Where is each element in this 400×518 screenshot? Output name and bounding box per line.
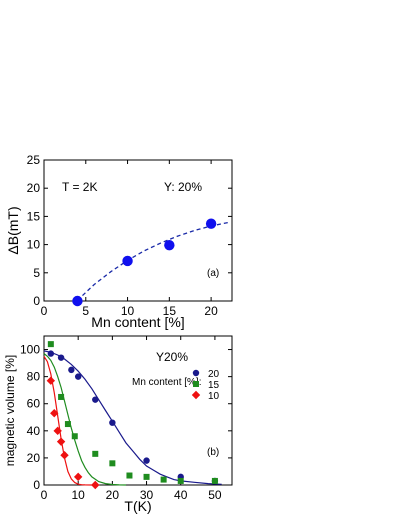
legend-label-20: 20 bbox=[208, 369, 220, 380]
x-tick-label: 40 bbox=[174, 488, 188, 502]
panel-a-x-ticks: 0 5 10 15 20 bbox=[41, 160, 218, 318]
data-point-15 bbox=[160, 476, 167, 483]
data-point-10 bbox=[73, 472, 83, 482]
panel-b-x-axis-label: T(K) bbox=[124, 498, 151, 514]
data-point-10 bbox=[50, 409, 59, 418]
data-point-15 bbox=[126, 472, 133, 479]
panel-a-y-axis-label: ΔB(mT) bbox=[5, 206, 21, 254]
data-point bbox=[122, 255, 133, 267]
data-point bbox=[164, 239, 175, 251]
y-tick-label: 40 bbox=[27, 424, 41, 438]
x-tick-label: 20 bbox=[106, 488, 120, 502]
x-tick-label: 10 bbox=[121, 304, 135, 318]
y-tick-label: 25 bbox=[27, 153, 41, 167]
data-point-20 bbox=[143, 457, 150, 464]
data-point-10 bbox=[53, 426, 62, 436]
data-point-15 bbox=[211, 477, 218, 484]
y-tick-label: 60 bbox=[27, 397, 41, 411]
data-point-20 bbox=[74, 373, 82, 380]
panel-a-x-axis-label: Mn content [%] bbox=[91, 314, 184, 330]
data-point-15 bbox=[92, 450, 99, 457]
panel-b: 0 10 20 30 40 50 0 20 40 60 80 100 Y20% Mn content… bbox=[3, 335, 233, 514]
y-tick-label: 10 bbox=[27, 238, 41, 252]
data-point bbox=[205, 218, 217, 229]
x-tick-label: 0 bbox=[41, 304, 48, 318]
panel-a-label: (a) bbox=[207, 268, 219, 279]
legend-marker-10 bbox=[191, 390, 201, 400]
panel-b-y-ticks: 0 20 40 60 80 100 bbox=[20, 343, 232, 492]
data-point-15 bbox=[177, 477, 184, 484]
data-point-15 bbox=[109, 460, 116, 467]
panel-b-plot-frame bbox=[43, 335, 233, 486]
data-point-20 bbox=[47, 350, 55, 357]
x-tick-label: 5 bbox=[82, 304, 89, 318]
x-tick-label: 10 bbox=[72, 488, 86, 502]
y-tick-label: 0 bbox=[33, 478, 40, 492]
legend-label-10: 10 bbox=[208, 391, 220, 402]
data-point-15 bbox=[71, 433, 78, 440]
legend-marker-15 bbox=[193, 381, 199, 387]
panel-a-plot-frame bbox=[43, 159, 233, 302]
y-tick-label: 5 bbox=[33, 266, 40, 280]
x-tick-label: 0 bbox=[41, 488, 48, 502]
legend-marker-20 bbox=[192, 369, 200, 377]
data-point-15 bbox=[143, 473, 150, 480]
panel-b-label: (b) bbox=[207, 447, 219, 458]
data-point-10 bbox=[56, 437, 66, 446]
panel-a: 0 5 10 15 20 0 5 10 15 20 25 T = 2K Y: 20% (a) Mn… bbox=[5, 153, 233, 330]
fit-curve-15 bbox=[43, 353, 127, 486]
y-tick-label: 20 bbox=[27, 181, 41, 195]
data-point-15 bbox=[64, 421, 71, 428]
panel-a-data-points bbox=[72, 218, 217, 307]
data-point-10 bbox=[46, 376, 56, 385]
x-tick-label: 20 bbox=[204, 304, 218, 318]
data-point-20 bbox=[57, 354, 65, 361]
panel-b-legend-title: Mn content [%]: bbox=[132, 377, 201, 388]
data-point-20 bbox=[92, 396, 99, 403]
data-point-10 bbox=[60, 451, 69, 460]
panel-b-x-ticks: 0 10 20 30 40 50 bbox=[41, 336, 222, 502]
panel-a-fit-curve bbox=[76, 221, 228, 301]
data-point bbox=[72, 295, 83, 307]
data-point-15 bbox=[47, 341, 54, 348]
y-tick-label: 80 bbox=[27, 370, 41, 384]
panel-b-y-axis-label: magnetic volume [%] bbox=[3, 355, 17, 466]
data-point-20 bbox=[68, 366, 75, 374]
x-tick-label: 30 bbox=[140, 488, 154, 502]
x-tick-label: 50 bbox=[208, 488, 222, 502]
panel-a-sample-annotation: Y: 20% bbox=[164, 180, 202, 194]
y-tick-label: 15 bbox=[27, 209, 41, 223]
y-tick-label: 100 bbox=[20, 343, 40, 357]
data-point-10 bbox=[91, 480, 100, 490]
y-tick-label: 20 bbox=[27, 451, 41, 465]
x-tick-label: 15 bbox=[163, 304, 177, 318]
legend-label-15: 15 bbox=[208, 380, 220, 391]
panel-a-y-ticks: 0 5 10 15 20 25 bbox=[27, 153, 232, 308]
panel-a-temperature-annotation: T = 2K bbox=[62, 180, 97, 194]
y-tick-label: 0 bbox=[33, 294, 40, 308]
panel-b-data-points bbox=[46, 341, 219, 490]
fit-curve-20 bbox=[43, 350, 222, 485]
data-point-15 bbox=[58, 393, 65, 400]
panel-b-sample-annotation: Y20% bbox=[156, 350, 188, 364]
data-point-20 bbox=[109, 419, 116, 426]
